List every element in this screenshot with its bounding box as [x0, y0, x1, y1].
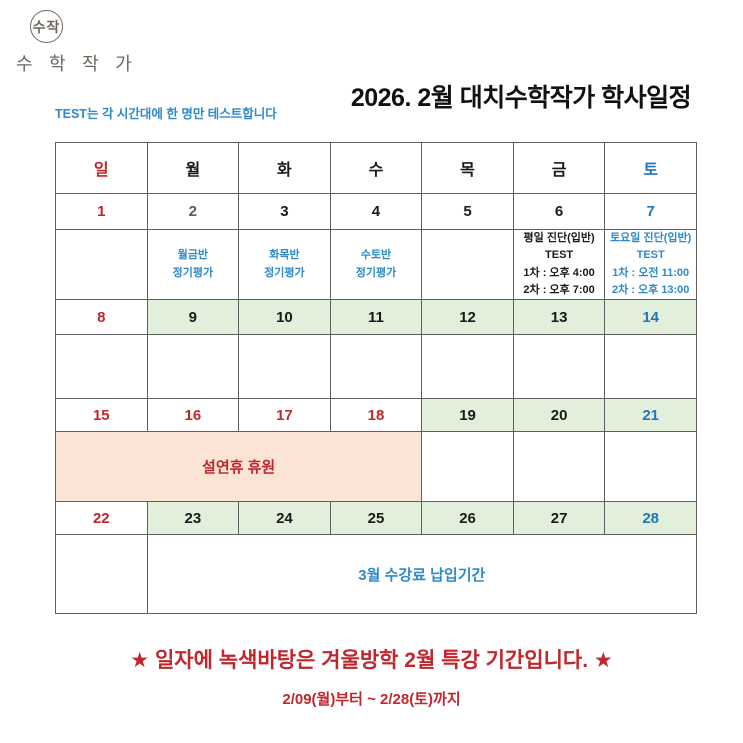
- test-note: TEST는 각 시간대에 한 명만 테스트합니다: [55, 107, 277, 121]
- dates-row: 15 16 17 18 19 20 21: [55, 398, 697, 432]
- weekday-header: 월: [146, 142, 240, 194]
- date-cell: 24: [238, 501, 331, 535]
- calendar-cell: [512, 431, 606, 502]
- dates-row: 8 9 10 11 12 13 14: [55, 299, 697, 335]
- weekday-header: 금: [512, 142, 606, 194]
- date-cell: 7: [604, 193, 697, 230]
- date-cell: 13: [512, 299, 606, 335]
- date-cell: 27: [512, 501, 606, 535]
- date-cell: 2: [146, 193, 240, 230]
- date-cell: 5: [421, 193, 514, 230]
- calendar-table: 일 월 화 수 목 금 토 1 2 3 4 5 6 7 월금반 정기평가 화목반 정기평가 수토반 정기평가 평일 진단…: [54, 142, 698, 614]
- date-cell: 15: [55, 398, 148, 432]
- date-cell: 18: [329, 398, 423, 432]
- date-cell: 8: [55, 299, 148, 335]
- date-cell: 21: [604, 398, 697, 432]
- calendar-cell: [421, 229, 514, 300]
- dates-row: 22 23 24 25 26 27 28: [55, 501, 697, 535]
- logo-seal-icon: 수작: [30, 10, 63, 43]
- calendar-cell: [329, 334, 423, 399]
- date-cell: 25: [329, 501, 423, 535]
- date-cell: 16: [146, 398, 240, 432]
- content-row: 3월 수강료 납입기간: [55, 534, 698, 614]
- calendar-cell: [55, 334, 148, 399]
- date-cell: 20: [512, 398, 606, 432]
- date-cell: 23: [146, 501, 240, 535]
- date-cell: 17: [238, 398, 331, 432]
- content-row: 설연휴 휴원: [54, 431, 697, 502]
- calendar-cell: 화목반 정기평가: [238, 229, 331, 300]
- calendar-cell: [604, 334, 697, 399]
- date-cell: 6: [512, 193, 606, 230]
- date-cell: 1: [55, 193, 148, 230]
- date-cell: 11: [329, 299, 423, 335]
- date-cell: 14: [604, 299, 697, 335]
- calendar-cell: [55, 229, 148, 300]
- calendar-cell: 평일 진단(입반) TEST 1차 : 오후 4:00 2차 : 오후 7:00: [512, 229, 606, 300]
- calendar-cell: [421, 334, 514, 399]
- calendar-cell: [604, 431, 697, 502]
- content-row: [55, 334, 697, 399]
- calendar-cell: [512, 334, 606, 399]
- calendar-cell: 토요일 진단(입반) TEST 1차 : 오전 11:00 2차 : 오후 13:00: [604, 229, 697, 300]
- calendar-cell: [238, 334, 331, 399]
- date-cell: 4: [329, 193, 423, 230]
- calendar-cell: 설연휴 휴원: [54, 431, 423, 502]
- calendar-cell: 3월 수강료 납입기간: [146, 534, 698, 614]
- date-cell: 9: [146, 299, 240, 335]
- logo-seal-text: 수작: [32, 20, 61, 36]
- date-cell: 26: [421, 501, 514, 535]
- date-cell: 19: [421, 398, 514, 432]
- date-cell: 10: [238, 299, 331, 335]
- logo: 수작 수 학 작 가: [16, 10, 136, 76]
- page-title: 2026. 2월 대치수학작가 학사일정: [350, 84, 692, 112]
- calendar-body: 일 월 화 수 목 금 토 1 2 3 4 5 6 7 월금반 정기평가 화목반 정기평가 수토반 정기평가 평일 진단…: [54, 142, 698, 614]
- date-cell: 12: [421, 299, 514, 335]
- calendar-cell: [55, 534, 148, 614]
- date-cell: 22: [55, 501, 148, 535]
- info-row: 월금반 정기평가 화목반 정기평가 수토반 정기평가 평일 진단(입반) TEST 1차 : 오…: [55, 229, 697, 300]
- weekday-header: 일: [55, 142, 148, 194]
- weekday-header: 토: [604, 142, 697, 194]
- calendar-cell: 수토반 정기평가: [329, 229, 423, 300]
- calendar-cell: [146, 334, 240, 399]
- weekday-header: 목: [421, 142, 514, 194]
- weekday-header: 화: [238, 142, 331, 194]
- weekday-header: 수: [329, 142, 423, 194]
- logo-wordmark: 수 학 작 가: [16, 54, 138, 74]
- calendar-cell: [421, 431, 514, 502]
- date-cell: 28: [604, 501, 697, 535]
- calendar-cell: 월금반 정기평가: [146, 229, 240, 300]
- footer-highlight-note: ★ 일자에 녹색바탕은 겨울방학 2월 특강 기간입니다. ★: [130, 649, 613, 672]
- date-cell: 3: [238, 193, 331, 230]
- footer-period-note: 2/09(월)부터 ~ 2/28(토)까지: [282, 691, 461, 708]
